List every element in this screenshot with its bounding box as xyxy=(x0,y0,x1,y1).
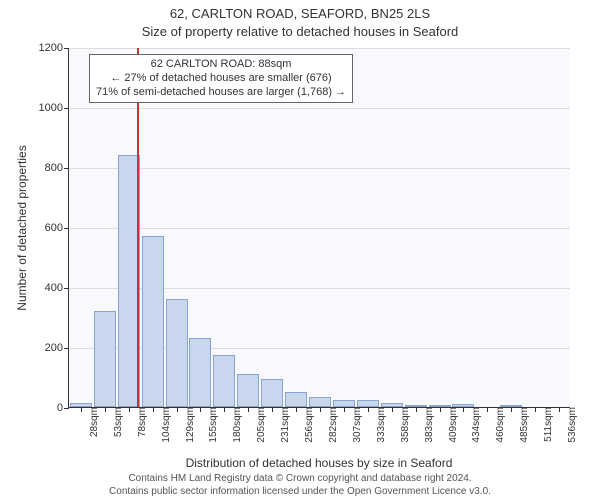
xtick-mark xyxy=(296,407,297,412)
gridline xyxy=(69,168,570,169)
xtick-mark xyxy=(440,407,441,412)
xtick-mark xyxy=(272,407,273,412)
histogram-bar xyxy=(142,236,164,407)
gridline xyxy=(69,108,570,109)
copyright-line-1: Contains HM Land Registry data © Crown c… xyxy=(128,473,471,484)
ytick-label: 0 xyxy=(57,402,69,414)
xtick-label: 28sqm xyxy=(85,407,100,437)
xtick-mark xyxy=(344,407,345,412)
xtick-mark xyxy=(535,407,536,412)
xtick-label: 460sqm xyxy=(491,407,506,443)
xtick-label: 155sqm xyxy=(204,407,219,443)
page-subtitle: Size of property relative to detached ho… xyxy=(0,24,600,39)
histogram-bar xyxy=(189,338,211,407)
histogram-bar xyxy=(357,400,379,408)
xtick-mark xyxy=(200,407,201,412)
histogram-bar xyxy=(166,299,188,407)
xtick-label: 104sqm xyxy=(157,407,172,443)
ytick-label: 600 xyxy=(45,222,69,234)
gridline xyxy=(69,228,570,229)
figure: 62, CARLTON ROAD, SEAFORD, BN25 2LS Size… xyxy=(0,0,600,500)
ytick-label: 1000 xyxy=(39,102,69,114)
xtick-mark xyxy=(416,407,417,412)
ytick-label: 1200 xyxy=(39,42,69,54)
annotation-line-1: 62 CARLTON ROAD: 88sqm xyxy=(96,58,346,72)
xtick-label: 409sqm xyxy=(444,407,459,443)
xtick-label: 205sqm xyxy=(252,407,267,443)
xtick-label: 78sqm xyxy=(133,407,148,437)
annotation-line-3: 71% of semi-detached houses are larger (… xyxy=(96,86,346,100)
xtick-mark xyxy=(368,407,369,412)
plot-area: 02004006008001000120028sqm53sqm78sqm104s… xyxy=(68,48,570,408)
ytick-label: 200 xyxy=(45,342,69,354)
ytick-label: 800 xyxy=(45,162,69,174)
xtick-label: 383sqm xyxy=(420,407,435,443)
xtick-mark xyxy=(392,407,393,412)
xtick-label: 434sqm xyxy=(467,407,482,443)
xtick-label: 536sqm xyxy=(563,407,578,443)
histogram-bar xyxy=(94,311,116,407)
xtick-mark xyxy=(224,407,225,412)
xtick-mark xyxy=(320,407,321,412)
xtick-mark xyxy=(511,407,512,412)
xtick-mark xyxy=(248,407,249,412)
annotation-box: 62 CARLTON ROAD: 88sqm← 27% of detached … xyxy=(89,54,353,103)
copyright-notice: Contains HM Land Registry data © Crown c… xyxy=(0,473,600,498)
xtick-mark xyxy=(463,407,464,412)
xtick-mark xyxy=(153,407,154,412)
histogram-bar xyxy=(309,397,331,408)
xtick-label: 180sqm xyxy=(228,407,243,443)
xtick-label: 307sqm xyxy=(348,407,363,443)
ytick-label: 400 xyxy=(45,282,69,294)
xtick-mark xyxy=(559,407,560,412)
xtick-label: 256sqm xyxy=(300,407,315,443)
xtick-label: 129sqm xyxy=(181,407,196,443)
xtick-mark xyxy=(177,407,178,412)
histogram-bar xyxy=(285,392,307,407)
x-axis-label: Distribution of detached houses by size … xyxy=(68,456,570,470)
xtick-mark xyxy=(81,407,82,412)
xtick-mark xyxy=(105,407,106,412)
histogram-bar xyxy=(333,400,355,408)
xtick-label: 358sqm xyxy=(396,407,411,443)
xtick-label: 485sqm xyxy=(515,407,530,443)
histogram-bar xyxy=(237,374,259,407)
y-axis-label: Number of detached properties xyxy=(15,48,29,408)
histogram-bar xyxy=(213,355,235,408)
copyright-line-2: Contains public sector information licen… xyxy=(109,486,491,497)
xtick-label: 282sqm xyxy=(324,407,339,443)
xtick-label: 231sqm xyxy=(276,407,291,443)
xtick-label: 333sqm xyxy=(372,407,387,443)
histogram-bar xyxy=(261,379,283,408)
xtick-mark xyxy=(487,407,488,412)
annotation-line-2: ← 27% of detached houses are smaller (67… xyxy=(96,72,346,86)
xtick-mark xyxy=(129,407,130,412)
gridline xyxy=(69,48,570,49)
xtick-label: 53sqm xyxy=(109,407,124,437)
page-title: 62, CARLTON ROAD, SEAFORD, BN25 2LS xyxy=(0,6,600,21)
xtick-label: 511sqm xyxy=(539,407,554,442)
